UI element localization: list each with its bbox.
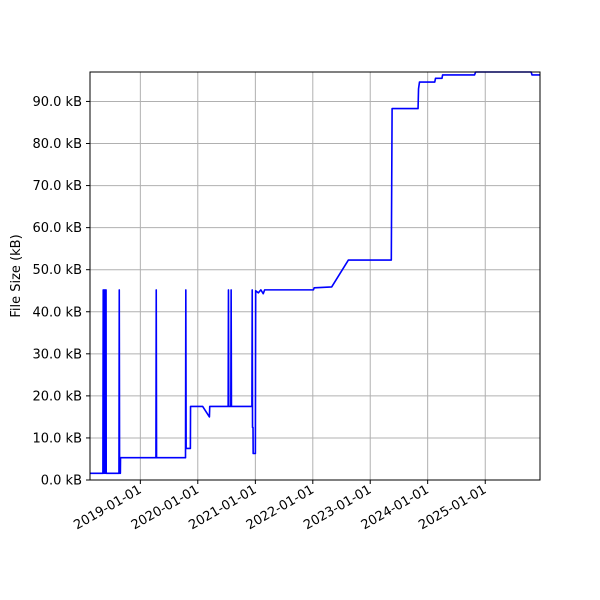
y-tick-label: 80.0 kB [32,137,82,152]
y-tick-label: 50.0 kB [32,263,82,278]
series-layer [90,71,540,475]
y-tick-label: 0.0 kB [41,474,82,489]
y-tick-label: 30.0 kB [32,347,82,362]
y-tick-label: 90.0 kB [32,95,82,110]
y-tick-label: 70.0 kB [32,179,82,194]
y-tick-label: 40.0 kB [32,305,82,320]
y-tick-label: 20.0 kB [32,389,82,404]
grid-layer [90,72,540,481]
plot-frame [89,71,541,481]
y-axis-label: File Size (kB) [9,234,24,317]
tick-layer: 0.0 kB 10.0 kB 20.0 kB 30.0 kB 40.0 kB 50.0 k… [32,95,489,533]
y-tick-label: 10.0 kB [32,431,82,446]
series-line [90,71,540,475]
y-tick-label: 60.0 kB [32,221,82,236]
